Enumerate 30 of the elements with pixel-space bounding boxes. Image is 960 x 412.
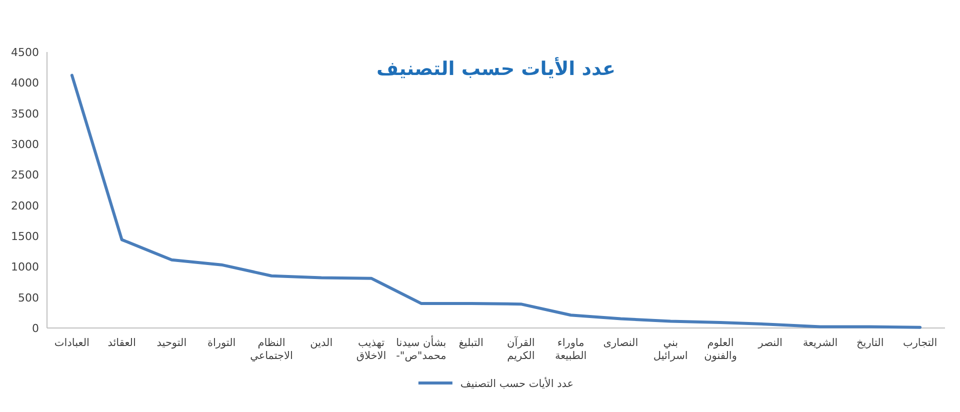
x-tick-label: العبادات — [54, 337, 90, 349]
x-tick-label: التجارب — [902, 337, 938, 349]
legend-label: عدد الأيات حسب التصنيف — [460, 376, 574, 390]
x-tick-label: العقائد — [108, 337, 136, 349]
x-tick-label: النصارى — [603, 337, 638, 349]
x-tick-label: تهذيب الاخلاق — [356, 337, 386, 362]
y-tick-label: 4500 — [11, 46, 39, 59]
x-tick-label: النصر — [757, 337, 782, 349]
x-tick-label: التاريخ — [856, 337, 884, 349]
y-tick-label: 1000 — [11, 260, 39, 274]
y-tick-label: 3000 — [11, 138, 39, 151]
x-tick-label: التبليغ — [458, 337, 484, 349]
y-tick-label: 2500 — [11, 168, 39, 182]
y-tick-label: 0 — [32, 322, 39, 335]
x-tick-label: التوحيد — [156, 337, 187, 349]
chart-title: عدد الأيات حسب التصنيف — [376, 57, 616, 80]
y-tick-label: 1500 — [11, 230, 39, 243]
x-tick-label: الدين — [310, 337, 333, 349]
y-tick-label: 500 — [18, 291, 39, 304]
x-tick-label: الشريعة — [802, 337, 838, 349]
x-tick-label: ماوراء الطبيعة — [554, 337, 587, 362]
y-tick-label: 3500 — [11, 107, 39, 120]
x-tick-label: القرآن الكريم — [507, 336, 535, 362]
x-tick-label: التوراة — [208, 337, 236, 349]
x-tick-label: بشأن سيدنا محمد"ص"- — [396, 335, 446, 362]
y-tick-label: 4000 — [11, 76, 39, 90]
x-tick-label: بني اسرائيل — [653, 337, 688, 362]
y-tick-label: 2000 — [11, 199, 39, 212]
x-tick-label: العلوم والفنون — [704, 337, 737, 362]
x-tick-label: النظام الاجتماعي — [250, 337, 293, 362]
